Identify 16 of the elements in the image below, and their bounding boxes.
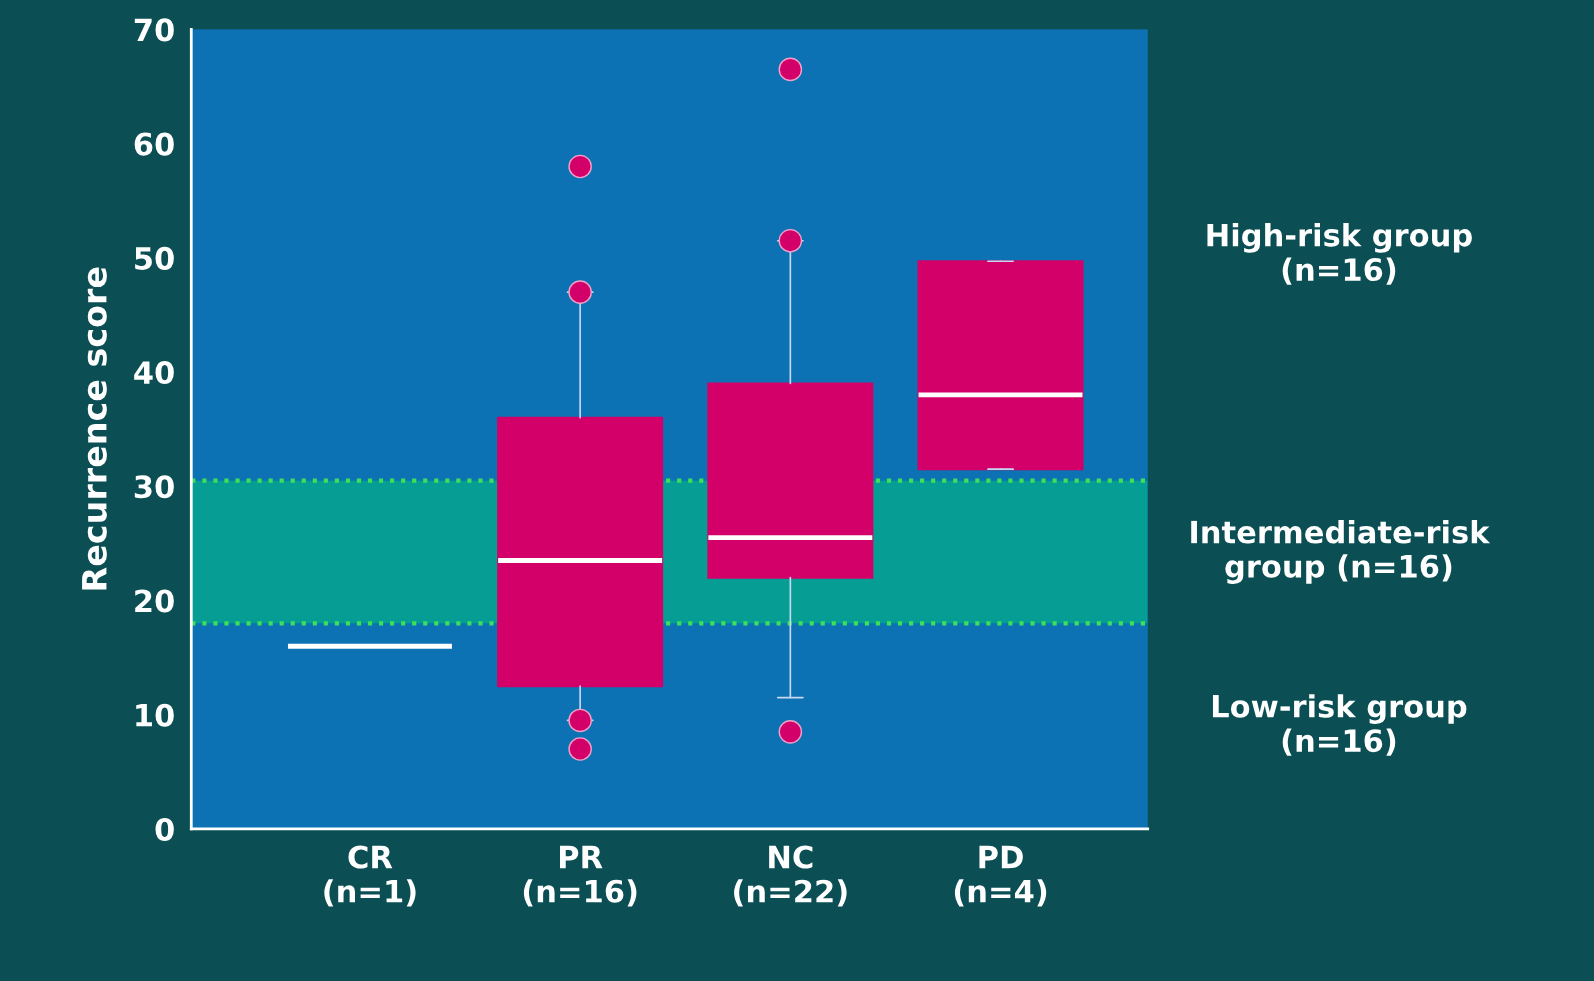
x-tick-label: PR (n=16) bbox=[523, 845, 637, 907]
y-tick-label: 60 bbox=[134, 132, 174, 156]
x-tick-label: CR (n=1) bbox=[324, 845, 416, 907]
y-tick-label: 30 bbox=[134, 475, 174, 499]
x-tick-label: NC (n=22) bbox=[734, 845, 847, 907]
y-tick-label: 70 bbox=[134, 18, 174, 42]
y-tick-label: 50 bbox=[135, 246, 174, 270]
x-tick-label: PD (n=4) bbox=[954, 845, 1047, 907]
y-axis-title: Recurrence score bbox=[82, 267, 107, 590]
y-tick-label: 20 bbox=[135, 589, 174, 613]
y-tick-label: 0 bbox=[155, 817, 174, 841]
y-tick-label: 10 bbox=[136, 703, 174, 727]
y-tick-label: 40 bbox=[134, 361, 174, 385]
band-label: Intermediate-risk group (n=16) bbox=[1191, 519, 1491, 584]
band-label: High-risk group (n=16) bbox=[1207, 222, 1472, 285]
band-label: Low-risk group (n=16) bbox=[1212, 694, 1467, 756]
